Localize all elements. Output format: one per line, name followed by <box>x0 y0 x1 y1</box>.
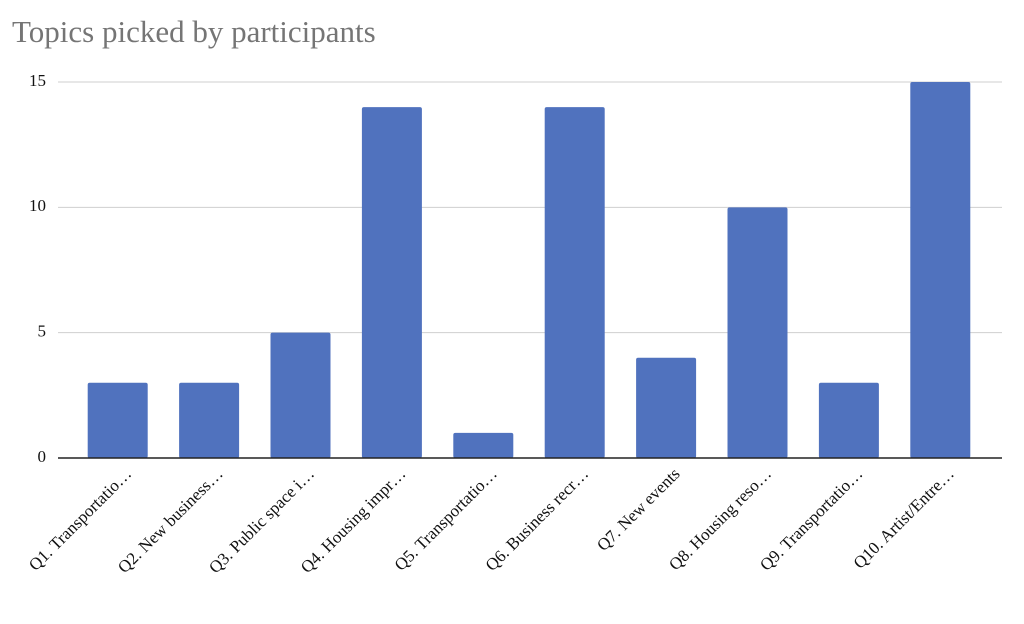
x-tick-label: Q10. Artist/Entre… <box>850 464 958 572</box>
bar <box>87 382 148 458</box>
bar <box>818 382 879 458</box>
y-tick-label: 10 <box>29 196 46 215</box>
y-tick-label: 5 <box>38 322 47 341</box>
bar <box>453 432 514 458</box>
y-tick-label: 15 <box>29 71 46 90</box>
bar <box>544 107 605 459</box>
bar <box>636 357 697 458</box>
bar <box>910 82 971 458</box>
bar <box>361 107 422 459</box>
x-tick-label: Q6. Business recr… <box>482 464 593 575</box>
y-tick-label: 0 <box>38 447 47 466</box>
bar <box>179 382 240 458</box>
bar <box>727 207 788 458</box>
chart-title: Topics picked by participants <box>12 14 376 49</box>
bar <box>270 332 331 458</box>
x-tick-label: Q7. New events <box>593 464 684 555</box>
